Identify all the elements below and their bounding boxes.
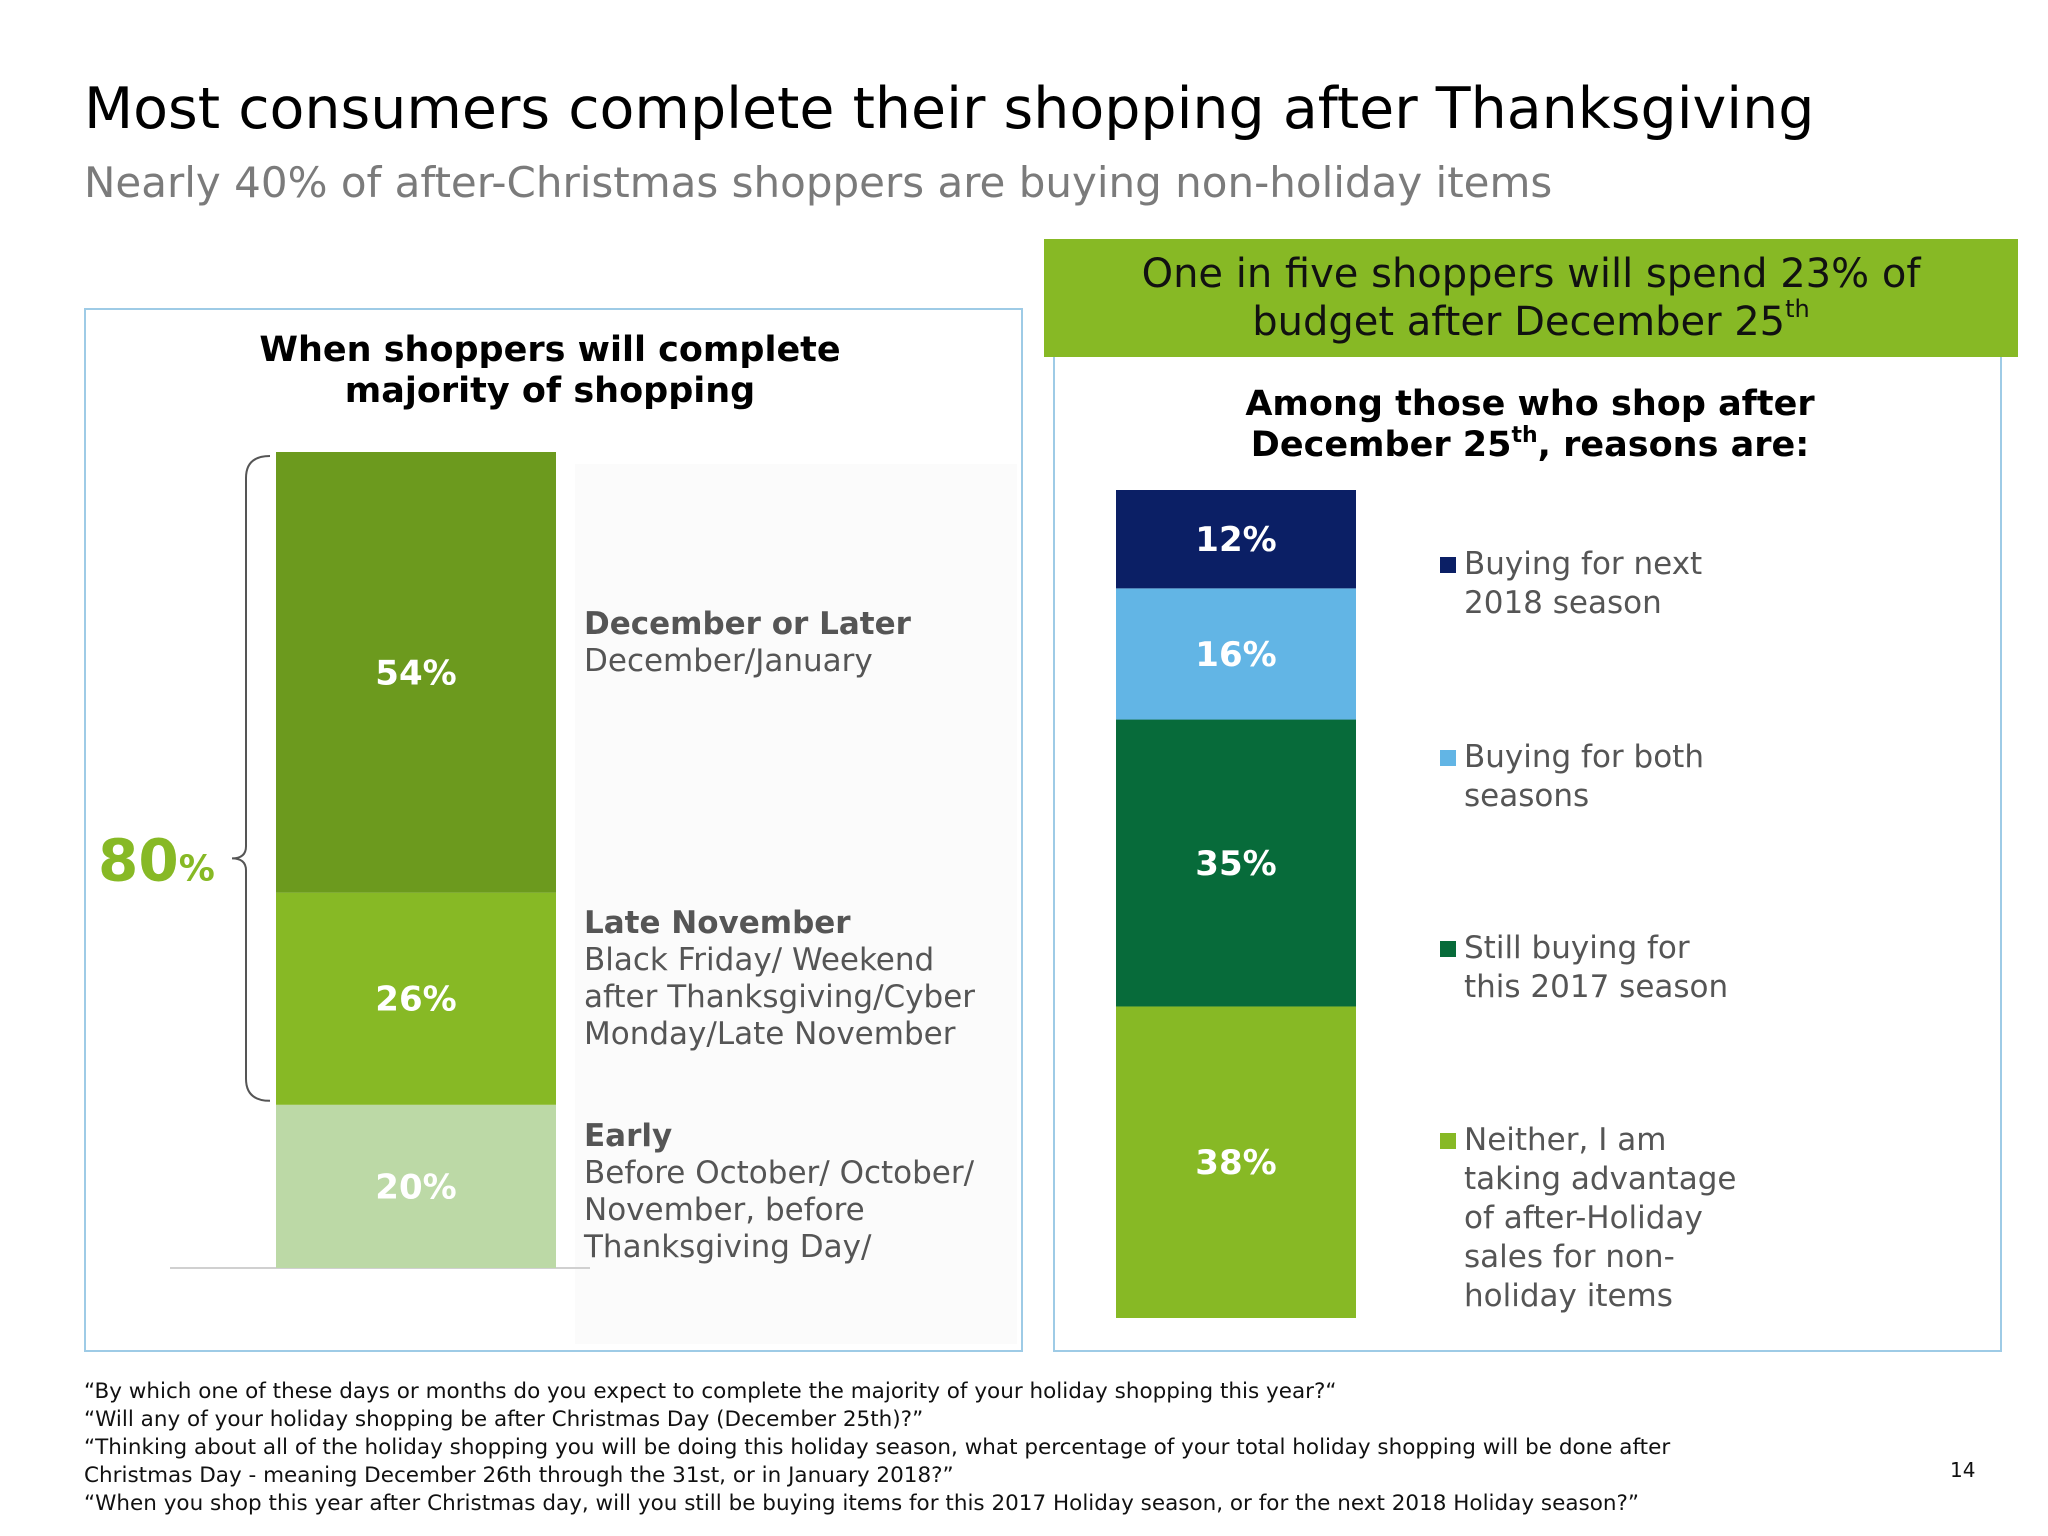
reason-label-38-pct: 38% (1195, 1143, 1276, 1183)
reason-label-16-pct: 16% (1195, 635, 1276, 675)
legend-item-neither: Neither, I am taking advantage of after-… (1440, 1121, 1754, 1316)
bar-label-late-november: 26% (375, 980, 456, 1020)
page-number: 14 (1950, 1458, 1976, 1482)
footnote-4: Christmas Day - meaning December 26th th… (84, 1463, 954, 1488)
segment-desc-late-november-detail: Black Friday/ Weekend after Thanksgiving… (584, 942, 976, 1052)
total-percentage: 80% (98, 826, 215, 894)
right-chart-title-prefix: December 25 (1250, 425, 1512, 465)
legend-item-this-season: Still buying for this 2017 season (1440, 929, 1754, 1007)
legend-swatch-next-season (1440, 557, 1456, 573)
reason-segment-35-pct (1116, 719, 1356, 1007)
segment-desc-december-heading: December or Later (584, 606, 911, 642)
slide-subtitle: Nearly 40% of after-Christmas shoppers a… (84, 158, 1553, 207)
footnotes: “By which one of these days or months do… (84, 1378, 1670, 1518)
footnote-5: “When you shop this year after Christmas… (84, 1491, 1640, 1516)
bar-label-december-or-later: 54% (375, 653, 456, 693)
bar-label-early: 20% (375, 1167, 456, 1207)
segment-desc-early-heading: Early (584, 1118, 673, 1154)
segment-desc-early: Early Before October/ October/ November,… (584, 1118, 1004, 1266)
bar-segment-december-or-later (276, 452, 556, 893)
callout-line-2: budget after December 25th (1044, 295, 2018, 346)
footnote-2: “Will any of your holiday shopping be af… (84, 1407, 924, 1432)
segment-desc-late-november: Late November Black Friday/ Weekend afte… (584, 905, 1004, 1053)
footnote-3: “Thinking about all of the holiday shopp… (84, 1435, 1671, 1460)
right-chart-title-line-2: December 25th, reasons are: (1180, 425, 1880, 466)
callout-banner: One in five shoppers will spend 23% of b… (1044, 239, 2018, 357)
reason-label-35-pct: 35% (1195, 844, 1276, 884)
callout-superscript: th (1785, 295, 1810, 323)
slide-title: Most consumers complete their shopping a… (84, 76, 1815, 142)
left-chart-title: When shoppers will complete majority of … (200, 330, 900, 412)
left-chart-label-area (575, 464, 1017, 1344)
legend-label-next-season: Buying for next 2018 season (1464, 546, 1703, 621)
callout-line-2-text: budget after December 25 (1252, 299, 1786, 345)
legend-item-both-seasons: Buying for both seasons (1440, 738, 1754, 816)
total-percentage-value: 80 (98, 826, 179, 894)
legend-label-neither: Neither, I am taking advantage of after-… (1464, 1122, 1737, 1314)
left-chart-title-line-1: When shoppers will complete (259, 330, 841, 370)
legend-item-next-season: Buying for next 2018 season (1440, 545, 1754, 623)
segment-desc-december: December or Later December/January (584, 606, 911, 680)
callout-line-1: One in five shoppers will spend 23% of (1141, 251, 1921, 297)
legend-swatch-both-seasons (1440, 750, 1456, 766)
legend-label-this-season: Still buying for this 2017 season (1464, 930, 1729, 1005)
footnote-1: “By which one of these days or months do… (84, 1379, 1337, 1404)
right-chart-title-superscript: th (1511, 423, 1538, 448)
total-bracket (231, 455, 271, 1102)
legend-swatch-this-season (1440, 941, 1456, 957)
right-chart-title-suffix: , reasons are: (1537, 425, 1810, 465)
left-chart-title-line-2: majority of shopping (344, 371, 756, 411)
segment-desc-late-november-heading: Late November (584, 905, 851, 941)
reason-segment-16-pct (1116, 588, 1356, 720)
right-chart-title: Among those who shop after December 25th… (1180, 384, 1880, 466)
reason-label-12-pct: 12% (1195, 520, 1276, 560)
left-chart-panel (84, 308, 1023, 1352)
reason-segment-38-pct (1116, 1006, 1356, 1318)
bar-segment-early (276, 1104, 556, 1268)
right-chart-title-line-1: Among those who shop after (1245, 384, 1815, 424)
segment-desc-december-detail: December/January (584, 643, 873, 679)
reason-segment-12-pct (1116, 490, 1356, 589)
total-percentage-unit: % (179, 848, 215, 889)
segment-desc-early-detail: Before October/ October/ November, befor… (584, 1155, 975, 1265)
legend-label-both-seasons: Buying for both seasons (1464, 739, 1704, 814)
bar-segment-late-november (276, 892, 556, 1105)
legend-swatch-neither (1440, 1133, 1456, 1149)
